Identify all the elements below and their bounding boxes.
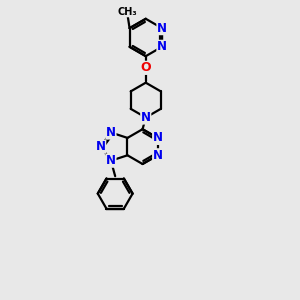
Text: N: N xyxy=(153,149,163,162)
Text: CH₃: CH₃ xyxy=(118,7,137,17)
Text: N: N xyxy=(106,154,116,167)
Text: N: N xyxy=(157,22,167,34)
Text: N: N xyxy=(96,140,106,153)
Text: N: N xyxy=(141,111,151,124)
Text: N: N xyxy=(157,40,167,53)
Text: O: O xyxy=(140,61,151,74)
Text: N: N xyxy=(106,126,116,139)
Text: N: N xyxy=(153,131,163,144)
